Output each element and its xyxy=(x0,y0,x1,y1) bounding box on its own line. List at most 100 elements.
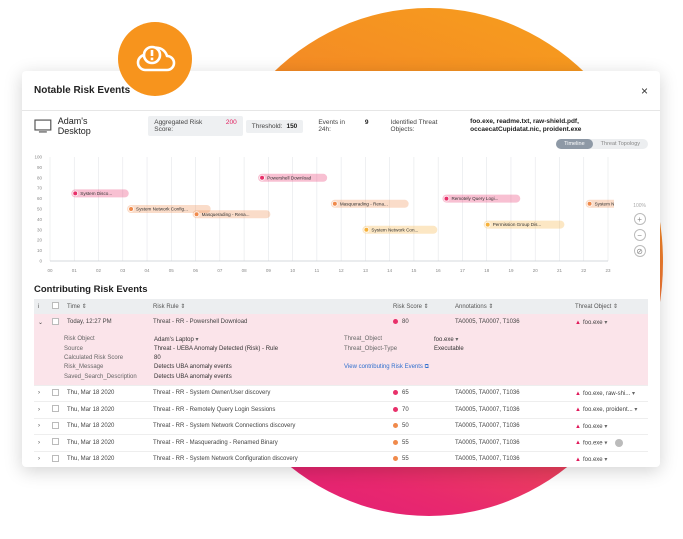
score-dot xyxy=(393,456,398,462)
expand-chevron-icon[interactable]: › xyxy=(34,418,48,435)
detail-key: Threat_Object xyxy=(344,335,383,342)
zoom-out-icon[interactable]: − xyxy=(633,229,646,241)
row-checkbox[interactable] xyxy=(52,421,59,429)
event-marker xyxy=(586,200,593,207)
row-score: 50 xyxy=(389,418,451,435)
chevron-down-icon: ▾ xyxy=(195,336,199,343)
threshold-pill: Threshold: 150 xyxy=(245,119,304,133)
zoom-controls: 100% + − ⊘ xyxy=(633,203,646,257)
x-tick-label: 02 xyxy=(96,268,102,273)
y-tick-label: 70 xyxy=(37,186,43,191)
table-row[interactable]: › Thu, Mar 18 2020 Threat - RR - System Ne… xyxy=(34,418,648,435)
event-marker xyxy=(332,200,338,207)
select-all-checkbox[interactable] xyxy=(52,302,59,309)
warning-icon: ▲ xyxy=(575,423,581,430)
detail-key: Risk_Message xyxy=(64,363,104,370)
object-header[interactable]: Threat Object ⇕ xyxy=(571,299,648,314)
x-tick-label: 17 xyxy=(460,268,466,273)
row-object[interactable]: ▲ foo.exe ▾ xyxy=(571,418,648,435)
expand-chevron-icon[interactable]: › xyxy=(34,451,48,467)
event-marker xyxy=(72,190,79,197)
reset-zoom-icon[interactable]: ⊘ xyxy=(633,245,646,257)
contributing-title: Contributing Risk Events xyxy=(34,284,148,295)
y-tick-label: 80 xyxy=(37,175,43,180)
collapse-chevron-icon[interactable]: ⌄ xyxy=(34,314,48,331)
row-checkbox[interactable] xyxy=(52,317,59,325)
warning-icon: ▲ xyxy=(575,440,581,447)
tab-timeline[interactable]: Timeline xyxy=(556,139,593,149)
event-label: System Disco... xyxy=(80,191,112,196)
detail-risk-object[interactable]: Adam's Laptop ▾ xyxy=(154,336,199,343)
chevron-down-icon: ▾ xyxy=(604,440,608,447)
modal-header: Notable Risk Events × xyxy=(22,71,660,111)
score-header[interactable]: Risk Score ⇕ xyxy=(389,299,451,314)
row-score: 80 xyxy=(389,314,451,331)
contributing-events-table: i Time ⇕ Risk Rule ⇕ Risk Score ⇕ Annota… xyxy=(34,299,648,467)
event-pill xyxy=(258,173,328,182)
time-header[interactable]: Time ⇕ xyxy=(63,299,149,314)
event-label: Powershell Download xyxy=(267,175,312,180)
chevron-down-icon: ▾ xyxy=(634,407,638,414)
event-label: Remotely Query Logi... xyxy=(451,196,498,201)
rule-header[interactable]: Risk Rule ⇕ xyxy=(149,299,389,314)
threshold-value: 150 xyxy=(286,122,298,130)
chevron-down-icon: ▾ xyxy=(604,319,608,326)
event-pill xyxy=(483,220,565,229)
row-rule: Threat - RR - System Network Connections… xyxy=(149,418,389,435)
warning-icon: ▲ xyxy=(575,390,581,397)
table-row-expanded[interactable]: ⌄ Today, 12:27 PM Threat - RR - Powershe… xyxy=(34,314,648,331)
event-label: Masquerading - Rena... xyxy=(202,212,250,217)
y-tick-label: 50 xyxy=(37,207,43,212)
chevron-down-icon: ▾ xyxy=(455,336,459,343)
detail-key: Risk Object xyxy=(64,335,95,342)
row-annotations: TA0005, TA0007, T1036 xyxy=(451,385,571,402)
detail-threat-object[interactable]: foo.exe ▾ xyxy=(434,336,459,343)
y-tick-label: 0 xyxy=(39,259,42,264)
x-tick-label: 09 xyxy=(266,268,272,273)
expand-chevron-icon[interactable]: › xyxy=(34,385,48,402)
row-checkbox[interactable] xyxy=(52,388,59,396)
table-row[interactable]: › Thu, Mar 18 2020 Threat - RR - System Ow… xyxy=(34,385,648,402)
risk-timeline-chart: 00 01 02 03 04 05 06 07 08 09 10 11 12 13 14 15 16 17 18 19… xyxy=(34,155,614,273)
table-row[interactable]: › Thu, Mar 18 2020 Threat - RR - Remotely … xyxy=(34,401,648,419)
event-pill xyxy=(442,194,521,203)
annotations-header[interactable]: Annotations ⇕ xyxy=(451,299,571,314)
event-label: System Network Config... xyxy=(136,207,188,212)
zoom-in-icon[interactable]: + xyxy=(633,213,646,225)
agg-value: 200 xyxy=(225,119,237,126)
x-tick-label: 11 xyxy=(315,268,320,273)
row-object[interactable]: ▲ foo.exe ▾ xyxy=(571,451,648,467)
row-rule: Threat - RR - System Owner/User discover… xyxy=(149,385,389,402)
aggregated-risk-pill: Aggregated Risk Score: 200 xyxy=(148,116,243,136)
info-icon[interactable] xyxy=(615,438,624,447)
score-dot xyxy=(393,319,398,325)
y-tick-label: 10 xyxy=(37,248,43,253)
notable-risk-events-modal: Notable Risk Events × Adam's Desktop Agg… xyxy=(22,71,660,467)
events-label: Events in 24h: xyxy=(318,119,346,133)
row-object[interactable]: ▲ foo.exe ▾ xyxy=(571,434,648,452)
expand-chevron-icon[interactable]: › xyxy=(34,434,48,452)
table-row[interactable]: › Thu, Mar 18 2020 Threat - RR - System Ne… xyxy=(34,451,648,467)
event-marker xyxy=(259,174,265,181)
row-checkbox[interactable] xyxy=(52,405,59,413)
row-time: Thu, Mar 18 2020 xyxy=(63,385,149,402)
event-marker xyxy=(193,211,200,217)
x-tick-label: 20 xyxy=(533,268,539,273)
view-contributing-link[interactable]: View contributing Risk Events ⧉ xyxy=(344,363,429,370)
tab-threat-topology[interactable]: Threat Topology xyxy=(600,141,640,147)
event-pill xyxy=(192,210,271,219)
row-annotations: TA0005, TA0007, T1036 xyxy=(451,314,571,331)
detail-key: Calculated Risk Score xyxy=(64,354,124,361)
risk-summary-bar: Adam's Desktop Aggregated Risk Score: 20… xyxy=(22,111,660,141)
row-checkbox[interactable] xyxy=(52,438,59,446)
row-object[interactable]: ▲ foo.exe, raw-shi... ▾ xyxy=(571,385,648,402)
row-object[interactable]: ▲ foo.exe ▾ xyxy=(571,314,648,331)
table-row[interactable]: › Thu, Mar 18 2020 Threat - RR - Masquerad… xyxy=(34,434,648,452)
row-object[interactable]: ▲ foo.exe, proident... ▾ xyxy=(571,401,648,419)
expand-chevron-icon[interactable]: › xyxy=(34,401,48,419)
close-icon[interactable]: × xyxy=(640,83,648,98)
x-tick-label: 14 xyxy=(387,268,393,273)
row-checkbox[interactable] xyxy=(52,454,59,462)
monitor-icon xyxy=(34,119,52,133)
chevron-down-icon: ▾ xyxy=(604,456,608,463)
